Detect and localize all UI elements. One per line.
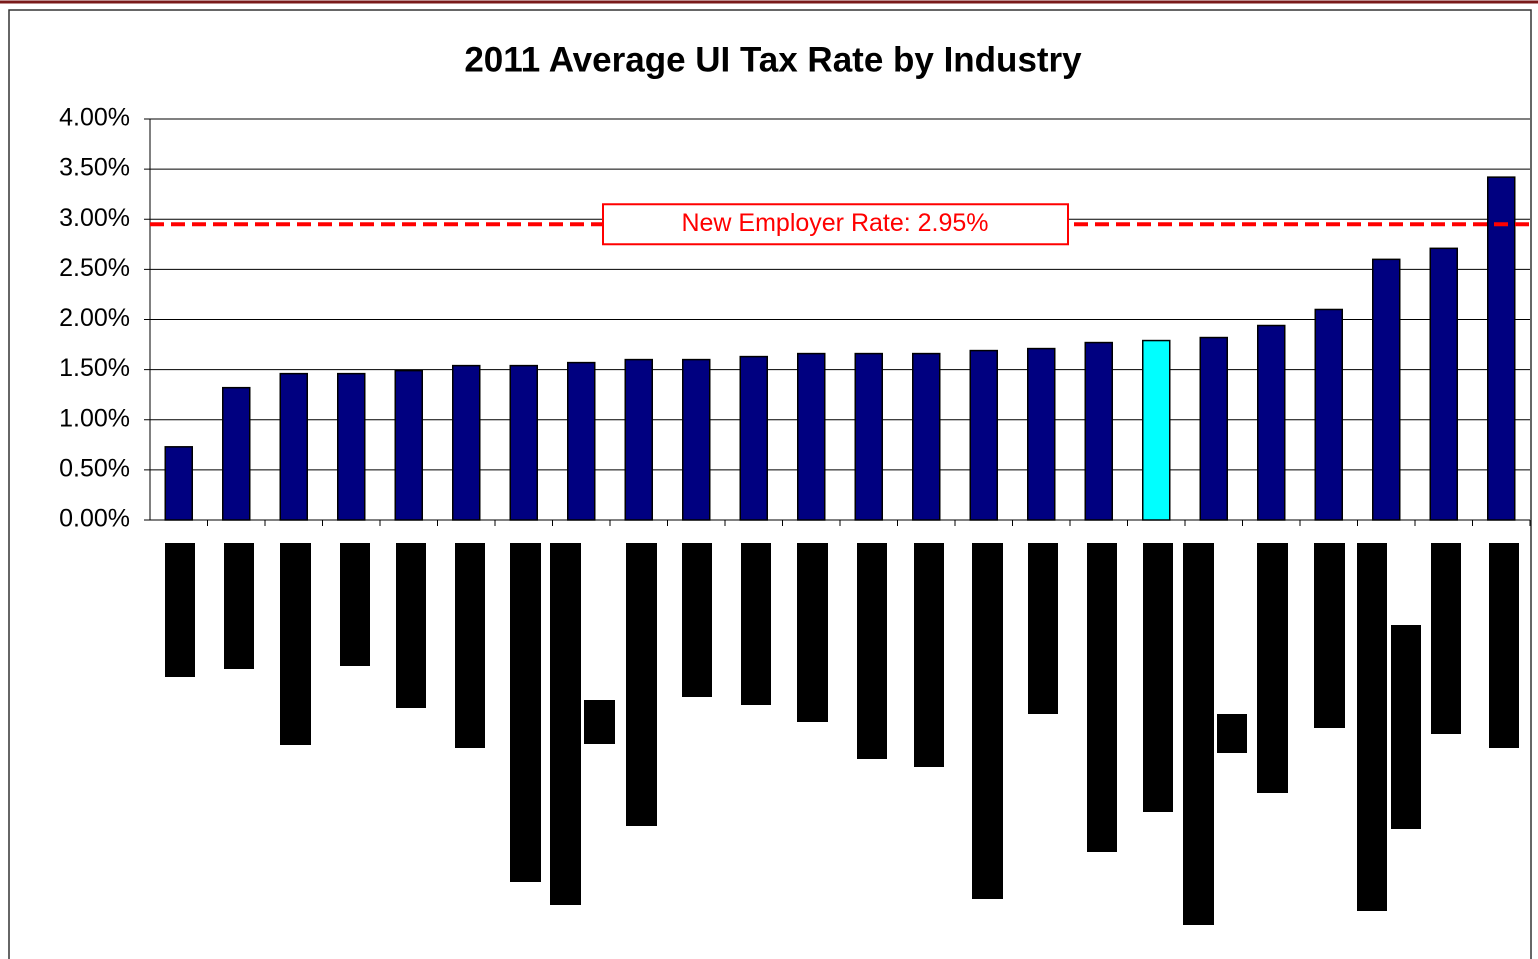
redaction [584, 700, 615, 744]
redaction [280, 543, 311, 745]
redaction [396, 543, 426, 708]
bar [912, 352, 941, 521]
bar [1199, 336, 1228, 521]
bar [1142, 339, 1171, 521]
redaction [1431, 543, 1461, 734]
redaction [626, 543, 657, 826]
bar [1027, 347, 1056, 521]
bar [164, 446, 193, 521]
chart-frame [8, 9, 1532, 959]
redaction [1314, 543, 1345, 728]
bar [337, 372, 366, 521]
redaction [455, 543, 485, 748]
bar [567, 361, 596, 521]
bar [682, 358, 711, 521]
redaction [550, 543, 581, 905]
redaction [1183, 543, 1214, 925]
y-tick-label: 2.00% [59, 304, 130, 332]
chart-title: 2011 Average UI Tax Rate by Industry [464, 40, 1082, 79]
bar [394, 369, 423, 521]
bar [739, 355, 768, 521]
redaction [682, 543, 712, 697]
y-tick-label: 0.50% [59, 454, 130, 482]
bar [624, 358, 653, 521]
redaction [741, 543, 771, 705]
redaction [857, 543, 887, 759]
redaction [1143, 543, 1173, 812]
bar [222, 386, 251, 521]
bar [854, 352, 883, 521]
bar [1257, 324, 1286, 521]
bar [1429, 247, 1458, 521]
redaction [1257, 543, 1288, 793]
redaction [1087, 543, 1117, 852]
reference-label-box [602, 203, 1069, 246]
bar [1372, 258, 1401, 521]
redaction [1217, 714, 1247, 753]
bar [1487, 176, 1516, 521]
reference-label: New Employer Rate: 2.95% [681, 209, 988, 237]
bar [279, 372, 308, 521]
redaction [1391, 625, 1421, 829]
bar [1314, 308, 1343, 521]
y-tick-label: 1.50% [59, 354, 130, 382]
redaction [1028, 543, 1058, 714]
redaction [224, 543, 254, 669]
y-tick-label: 2.50% [59, 254, 130, 282]
y-tick-label: 1.00% [59, 404, 130, 432]
y-tick-label: 4.00% [59, 104, 130, 132]
bar [797, 352, 826, 521]
redaction [165, 543, 195, 677]
redaction [510, 543, 541, 882]
y-tick-label: 0.00% [59, 505, 130, 533]
redaction [972, 543, 1003, 899]
bar [1084, 341, 1113, 521]
y-tick-label: 3.00% [59, 204, 130, 232]
y-tick-label: 3.50% [59, 154, 130, 182]
bar [509, 364, 538, 521]
redaction [340, 543, 370, 666]
redaction [1357, 543, 1387, 911]
bar [452, 364, 481, 521]
redaction [914, 543, 944, 767]
redaction [797, 543, 828, 722]
redaction [1489, 543, 1519, 748]
bar [969, 349, 998, 521]
